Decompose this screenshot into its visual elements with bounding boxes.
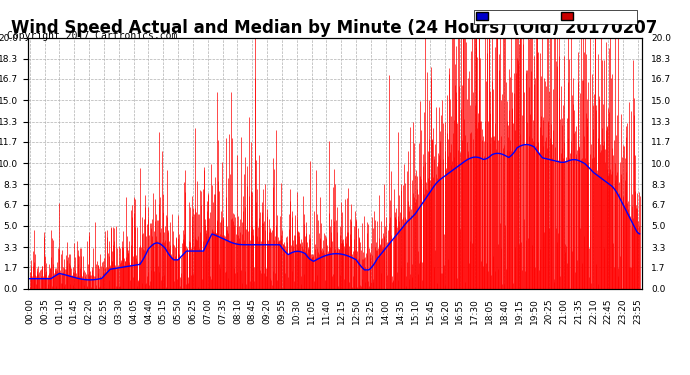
Text: Copyright 2017 Cartronics.com: Copyright 2017 Cartronics.com: [7, 32, 177, 41]
Legend: Median (mph), Wind  (mph): Median (mph), Wind (mph): [474, 10, 637, 24]
Title: Wind Speed Actual and Median by Minute (24 Hours) (Old) 20170207: Wind Speed Actual and Median by Minute (…: [12, 20, 658, 38]
